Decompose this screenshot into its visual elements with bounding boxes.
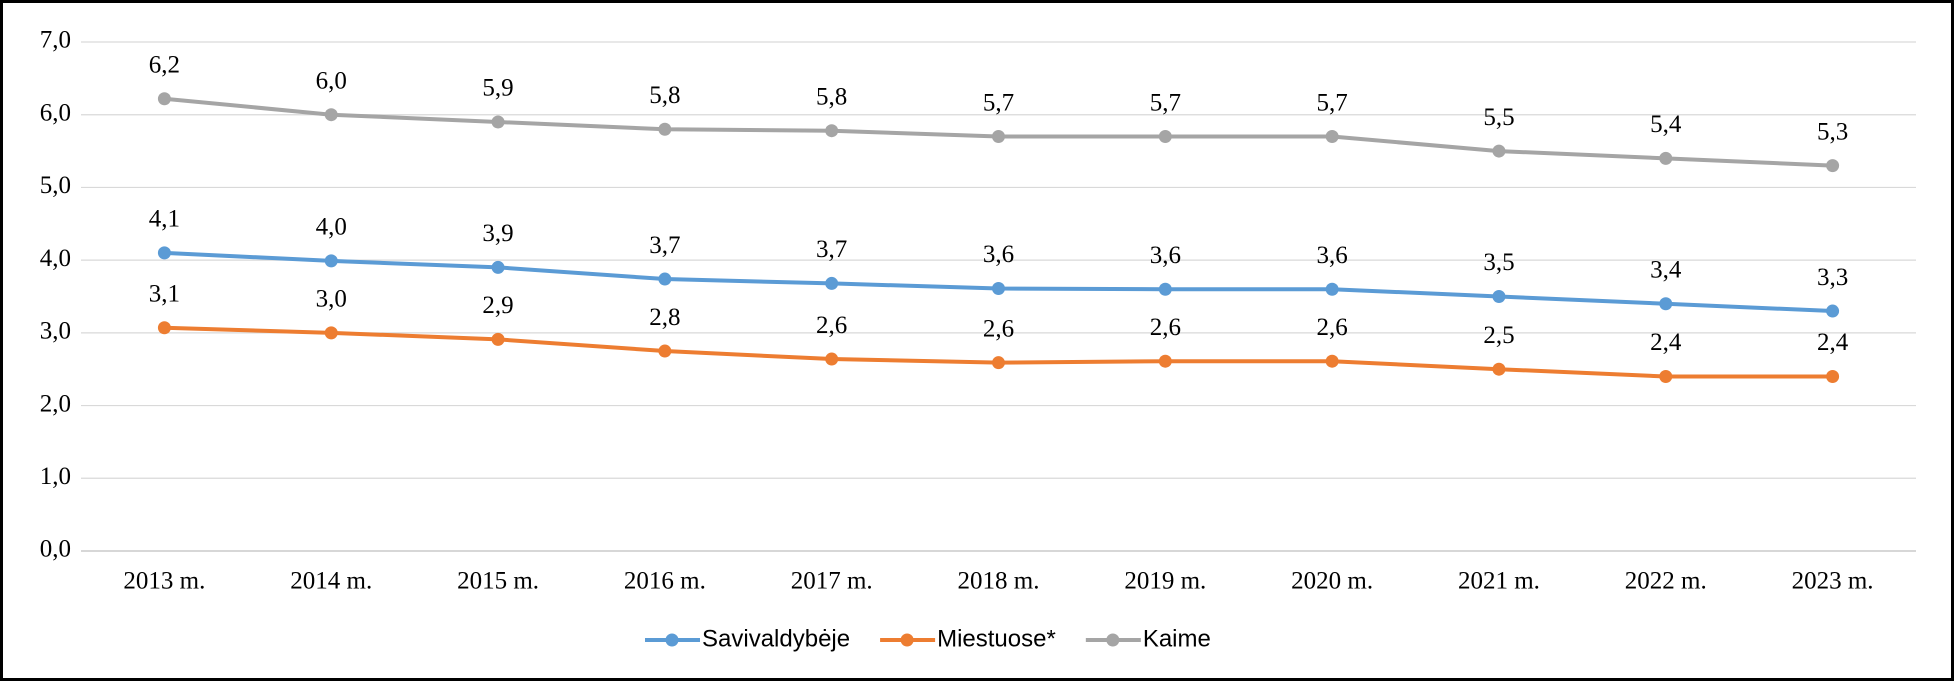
value-label: 2,4 (1817, 329, 1849, 356)
y-tick-label: 2,0 (40, 390, 71, 417)
value-label: 6,0 (316, 67, 347, 94)
point (1659, 369, 1673, 383)
x-tick-label: 2023 m. (1792, 568, 1874, 595)
value-label: 6,2 (149, 51, 180, 78)
point (1492, 290, 1506, 303)
value-label: 2,6 (1317, 314, 1348, 341)
value-label: 5,8 (649, 82, 680, 109)
value-label: 4,1 (149, 206, 180, 233)
point (491, 332, 505, 346)
y-tick-label: 7,0 (40, 27, 71, 54)
value-label: 2,9 (482, 292, 513, 319)
x-tick-label: 2016 m. (624, 568, 706, 595)
value-label: 3,6 (1317, 242, 1348, 269)
legend-label: Kaime (1143, 625, 1211, 652)
value-label: 3,0 (316, 286, 347, 313)
value-label: 3,7 (649, 232, 680, 259)
point (1492, 362, 1506, 376)
legend-label: Savivaldybėje (702, 625, 850, 652)
point (1325, 130, 1339, 144)
point (324, 326, 338, 340)
point (658, 122, 672, 136)
point (324, 108, 338, 122)
x-tick-label: 2015 m. (457, 568, 539, 595)
x-tick-label: 2018 m. (958, 568, 1040, 595)
y-tick-label: 4,0 (40, 245, 71, 272)
y-tick-label: 5,0 (40, 172, 71, 199)
point (324, 254, 338, 268)
point (1158, 282, 1172, 296)
x-tick-label: 2014 m. (290, 568, 372, 595)
point (658, 272, 672, 286)
legend-label: Miestuose* (937, 625, 1056, 652)
point (658, 344, 672, 358)
point (825, 276, 839, 290)
point (1826, 159, 1840, 173)
point (491, 260, 505, 274)
point (992, 356, 1005, 370)
y-tick-label: 6,0 (40, 99, 71, 126)
value-label: 5,3 (1817, 118, 1848, 145)
point (157, 92, 171, 106)
point (1492, 144, 1506, 158)
value-label: 3,7 (816, 236, 847, 263)
value-label: 3,5 (1483, 249, 1514, 276)
value-label: 5,5 (1483, 104, 1514, 131)
x-tick-label: 2017 m. (791, 568, 873, 595)
value-label: 5,4 (1650, 111, 1682, 138)
point (157, 321, 171, 335)
point (157, 246, 171, 260)
point (825, 124, 839, 138)
value-label: 5,7 (1317, 89, 1348, 116)
value-label: 2,6 (816, 312, 847, 339)
value-label: 3,4 (1650, 257, 1682, 284)
x-tick-label: 2013 m. (123, 568, 205, 595)
y-tick-label: 1,0 (40, 463, 71, 490)
point (1659, 297, 1673, 311)
point (491, 115, 505, 129)
point (1158, 130, 1172, 144)
value-label: 5,8 (816, 83, 847, 110)
value-label: 3,6 (983, 241, 1014, 268)
x-tick-label: 2022 m. (1625, 568, 1707, 595)
y-tick-label: 3,0 (40, 318, 71, 345)
legend-marker (1106, 633, 1120, 647)
value-label: 2,8 (649, 304, 680, 331)
value-label: 2,6 (983, 315, 1014, 342)
x-tick-label: 2019 m. (1124, 568, 1206, 595)
point (992, 130, 1005, 144)
point (1826, 304, 1840, 318)
value-label: 3,6 (1150, 242, 1181, 269)
y-tick-label: 0,0 (40, 536, 71, 563)
value-label: 3,1 (149, 281, 180, 308)
value-label: 4,0 (316, 214, 347, 241)
x-tick-label: 2020 m. (1291, 568, 1373, 595)
legend-marker (900, 633, 914, 647)
x-tick-label: 2021 m. (1458, 568, 1540, 595)
value-label: 3,9 (482, 220, 513, 247)
value-label: 3,3 (1817, 264, 1848, 291)
value-label: 5,9 (482, 75, 513, 102)
value-label: 2,6 (1150, 314, 1181, 341)
point (1659, 151, 1673, 165)
value-label: 2,5 (1483, 322, 1514, 349)
legend-marker (665, 633, 679, 647)
value-label: 5,7 (983, 89, 1014, 116)
point (1325, 354, 1339, 368)
value-label: 5,7 (1150, 89, 1181, 116)
value-label: 2,4 (1650, 329, 1682, 356)
point (1325, 282, 1339, 296)
point (992, 282, 1005, 296)
point (825, 352, 839, 366)
point (1826, 369, 1840, 383)
point (1158, 354, 1172, 368)
